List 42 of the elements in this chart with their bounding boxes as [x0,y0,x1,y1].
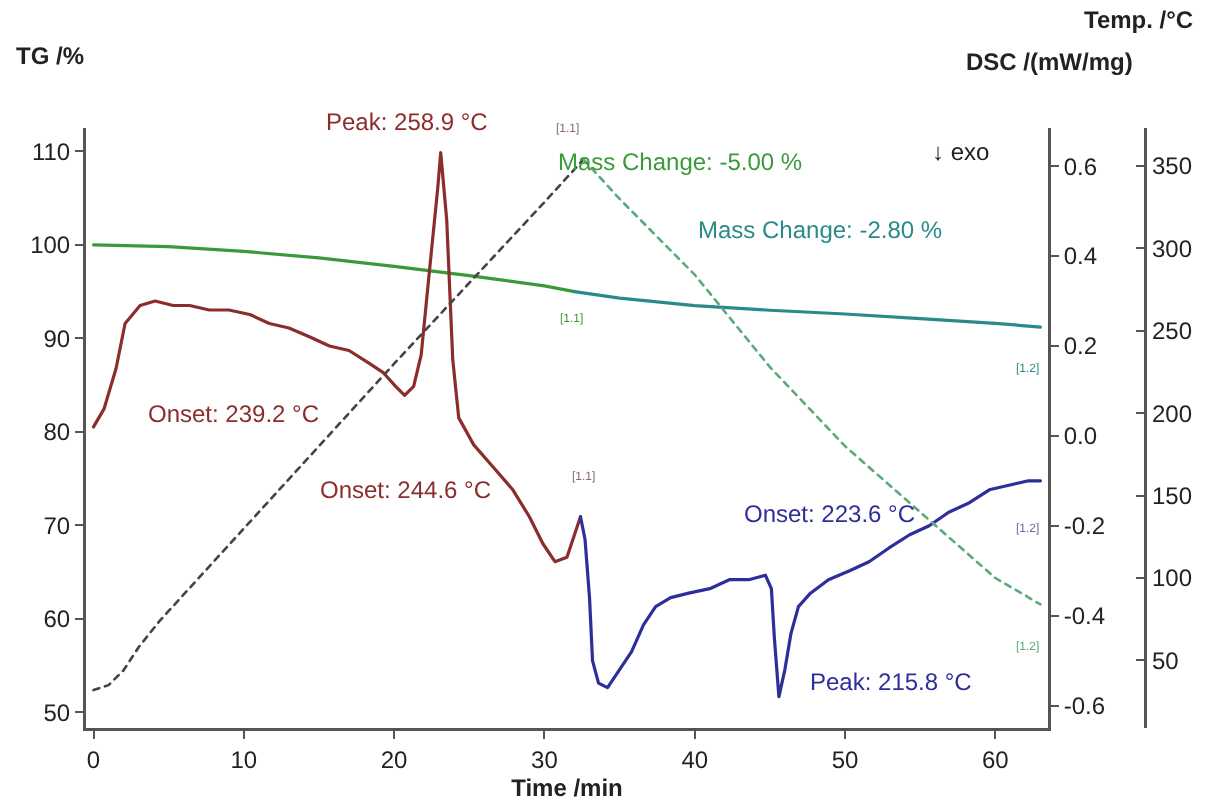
x-tick-label: 40 [681,745,709,774]
y3-tick-label: 300 [1152,234,1193,263]
y-axis-title: TG /% [16,42,85,70]
y3-tick-label: 150 [1152,481,1193,510]
line-series [578,479,1043,699]
x-axis-title: Time /min [511,773,623,802]
annotation: Peak: 258.9 °C [326,108,489,136]
y2-tick-label: 0.0 [1063,422,1098,451]
y3-axis-title: Temp. /°C [1084,6,1194,34]
y2-tick-label: -0.6 [1063,691,1106,720]
y3-tick-label: 200 [1152,399,1193,428]
y-tick-label: 50 [43,698,71,727]
line-series [91,243,577,294]
annotation: Peak: 215.8 °C [810,668,973,696]
y2-tick-label: 0.6 [1063,152,1098,181]
y2-tick-label: 0.2 [1063,332,1098,361]
y2-tick-label: 0.4 [1063,242,1098,271]
y3-tick-label: 250 [1152,317,1193,346]
annotation: ↓ exo [932,138,991,166]
annotation: Onset: 239.2 °C [148,400,320,428]
y-tick-label: 90 [43,324,71,353]
annotation: Onset: 223.6 °C [744,500,916,528]
annotation: Mass Change: -2.80 % [698,216,943,244]
y-tick-label: 100 [30,231,71,260]
y-tick-label: 80 [43,418,71,447]
x-tick-label: 10 [230,745,258,774]
y2-tick-label: -0.2 [1063,512,1106,541]
annotation: Onset: 244.6 °C [320,476,492,504]
x-tick-label: 30 [531,745,559,774]
y2-axis-title: DSC /(mW/mg) [966,48,1133,76]
y3-tick-label: 50 [1152,646,1180,675]
y2-tick-label: -0.4 [1063,602,1106,631]
annotation: Mass Change: -5.00 % [558,148,803,176]
x-tick-label: 50 [831,745,860,774]
y-tick-label: 110 [31,137,71,166]
y-tick-label: 60 [43,605,71,634]
y3-tick-label: 100 [1152,564,1193,593]
x-tick-label: 20 [380,745,409,774]
y-tick-label: 70 [43,511,71,540]
x-tick-label: 60 [981,745,1010,774]
y3-tick-label: 350 [1152,152,1193,181]
x-tick-label: 0 [86,745,101,774]
